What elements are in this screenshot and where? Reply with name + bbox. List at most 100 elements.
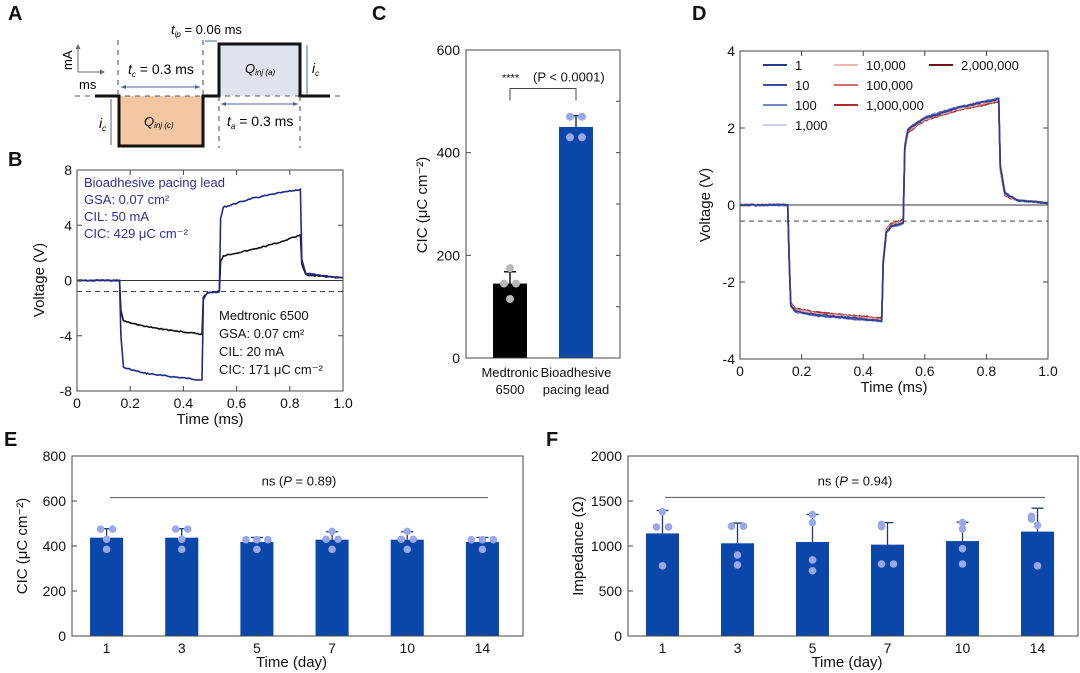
data-point	[242, 535, 250, 544]
data-point	[108, 525, 117, 533]
data-point	[264, 535, 272, 544]
bar	[1021, 531, 1054, 636]
y-tick-label: 4	[727, 43, 735, 59]
cycle-trace	[739, 97, 1049, 323]
bar	[315, 539, 349, 636]
data-point	[1033, 562, 1042, 570]
panel-d-cycling-voltage-chart: -4 -2 0 2 4 0 0.2 0.4 0.6 0.8 1.0 Voltage (V) Time (…	[697, 43, 1058, 396]
cycle-trace	[739, 97, 1049, 322]
ta-label: ta = 0.3 ms	[227, 113, 293, 131]
cycle-trace	[739, 98, 1049, 321]
biphasic-waveform	[95, 42, 330, 148]
bar	[559, 127, 593, 358]
significance-p-value: (P < 0.0001)	[533, 70, 605, 85]
plot-frame	[465, 49, 621, 359]
y-tick-label: 2	[727, 120, 735, 136]
x-tick-label: 1.0	[1038, 363, 1058, 379]
x-axis-label: Time (ms)	[177, 411, 244, 428]
data-point	[467, 535, 476, 544]
data-point	[177, 545, 186, 554]
x-tick-label: 14	[1030, 640, 1046, 656]
tc-label: tc = 0.3 ms	[128, 61, 194, 79]
x-tick-label: 5	[809, 640, 817, 656]
y-tick-label: 400	[437, 145, 461, 161]
x-tick-label: 5	[253, 640, 261, 656]
y-tick-label: 0	[58, 628, 66, 644]
y-tick-label: 600	[437, 42, 461, 58]
data-point	[512, 279, 520, 288]
y-tick-label: -4	[723, 351, 736, 367]
y-tick-label: 600	[43, 493, 67, 509]
x-tick-label: 3	[178, 640, 186, 656]
x-tick-label: 7	[328, 640, 336, 656]
x-tick-label: 3	[734, 640, 742, 656]
y-tick-label: 0	[452, 350, 460, 366]
x-tick-label: 0	[736, 363, 744, 379]
data-point	[664, 523, 673, 531]
y-tick-label: 1500	[591, 493, 622, 509]
bar	[946, 541, 979, 636]
y-tick-label: 0	[614, 628, 622, 644]
significance-label: ns (P = 0.89)	[262, 474, 337, 489]
panel-a-schematic: mA ms tip = 0.06 ms tc = 0.3 ms ta = 0.3…	[60, 22, 340, 148]
y-tick-label: 0	[727, 197, 735, 213]
x-tick-label: 0.8	[280, 395, 300, 411]
annotation-medtronic-line: GSA: 0.07 cm²	[219, 326, 305, 341]
x-tick-label: 0.2	[120, 395, 140, 411]
panel-c-cic-bar-chart: Medtronic 6500 Bioadhesive pacing lead 0 200 4…	[414, 42, 621, 397]
y-tick-label: 1000	[591, 538, 622, 554]
bar	[165, 537, 199, 636]
y-axis-label: Impedance (Ω)	[570, 496, 587, 596]
bar	[240, 541, 274, 636]
data-point	[334, 535, 342, 544]
y-tick-label: 200	[437, 247, 461, 263]
y-axis-label: CIC (μC cm⁻²)	[14, 498, 31, 595]
data-point	[171, 525, 180, 533]
y-tick-label: -8	[60, 383, 73, 399]
annotation-medtronic-line: CIC: 171 μC cm⁻²	[219, 362, 324, 377]
arrow-right-icon	[100, 69, 105, 75]
panel-label-e: E	[4, 429, 17, 451]
y-tick-label: 800	[43, 448, 67, 464]
x-tick-label: 10	[955, 640, 971, 656]
data-point	[808, 556, 817, 564]
y-axis-label: CIC (μC cm⁻²)	[414, 157, 431, 254]
data-point	[958, 525, 967, 533]
annotation-bioadhesive-line: Bioadhesive pacing lead	[84, 175, 225, 190]
significance-bracket	[509, 88, 577, 101]
bar	[493, 283, 527, 358]
panel-label-b: B	[8, 149, 22, 171]
arrow-left-icon	[121, 85, 126, 89]
q-inj-cathodic: Qinj (c)	[144, 114, 174, 130]
bar	[796, 541, 829, 636]
data-point	[478, 545, 487, 554]
panel-label-a: A	[8, 3, 22, 25]
bar	[465, 541, 499, 636]
data-point	[958, 518, 967, 527]
cathodic-charge-area	[119, 96, 203, 146]
ic-label-anodic: ic	[312, 60, 319, 78]
data-point	[403, 545, 412, 554]
annotation-bioadhesive-line: CIL: 50 mA	[84, 209, 149, 224]
data-point	[566, 133, 574, 142]
data-point	[102, 545, 111, 554]
annotation-bioadhesive-line: GSA: 0.07 cm²	[84, 192, 170, 207]
cycle-trace	[739, 100, 1049, 320]
y-axis-label: Voltage (V)	[697, 168, 714, 242]
x-axis-label: Time (day)	[811, 654, 882, 671]
x-tick-label: 1	[659, 640, 667, 656]
x-tick-label: 0.6	[227, 395, 247, 411]
x-category-label: Medtronic	[481, 365, 539, 380]
y-tick-label: 2000	[591, 448, 622, 464]
arrow-right-icon	[195, 85, 200, 89]
bar	[646, 533, 679, 636]
data-point	[96, 525, 105, 533]
anodic-charge-area	[219, 44, 300, 96]
bioadhesive-trace	[76, 188, 344, 381]
data-point	[889, 560, 898, 568]
data-point	[578, 133, 586, 142]
arrow-left-icon	[221, 102, 226, 106]
data-point	[808, 518, 817, 527]
data-point	[409, 535, 418, 544]
x-category-label: Bioadhesive	[541, 365, 612, 380]
